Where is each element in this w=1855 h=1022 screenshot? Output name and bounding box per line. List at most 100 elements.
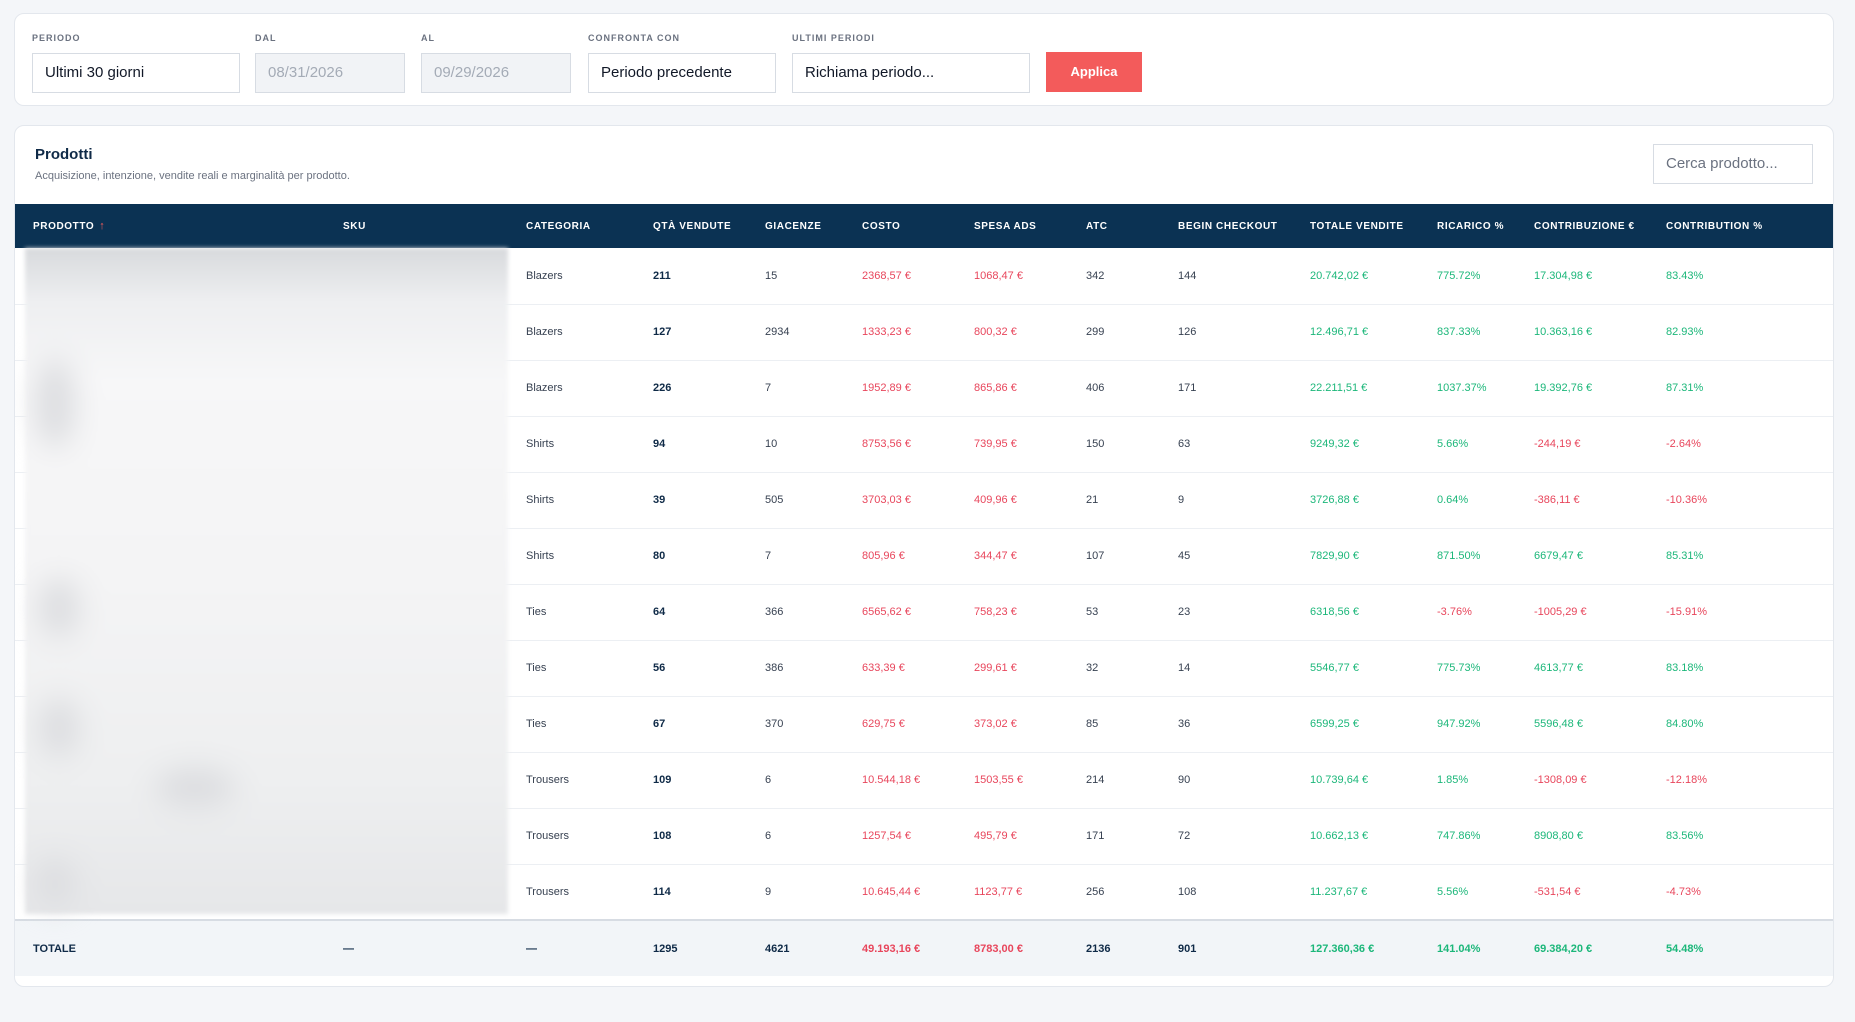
checkout-cell: 171 — [1178, 382, 1197, 394]
column-header-begin-checkout[interactable]: BEGIN CHECKOUT — [1178, 220, 1278, 232]
atc-cell: 214 — [1086, 774, 1105, 786]
column-header-atc[interactable]: ATC — [1086, 220, 1108, 232]
totale-vendite-cell: 22.211,51 € — [1310, 382, 1368, 394]
categoria-cell: Shirts — [526, 550, 555, 562]
contribuzione-cell: -244,19 € — [1534, 438, 1581, 450]
contribution-pct-cell: 87.31% — [1666, 382, 1704, 394]
contribuzione-cell: 17.304,98 € — [1534, 269, 1593, 282]
ultimi-periodi-select[interactable]: Richiama periodo... — [792, 53, 1030, 93]
giacenze-cell: 505 — [765, 494, 784, 506]
arrow-up-icon: ↑ — [99, 220, 106, 232]
atc-cell: 406 — [1086, 382, 1105, 394]
table-row[interactable]: Blazers 127 2934 1333,23 € 800,32 € 299 126 12.… — [15, 304, 1833, 360]
totale-vendite-cell: 10.662,13 € — [1310, 830, 1369, 842]
confronta-group: CONFRONTA CON Periodo precedente — [588, 32, 776, 93]
search-input[interactable]: Cerca prodotto... — [1653, 144, 1813, 184]
giacenze-cell: 370 — [765, 718, 784, 730]
table-row[interactable]: Shirts 80 7 805,96 € 344,47 € 107 45 7829,90 € 8… — [15, 528, 1833, 584]
totale-vendite-cell: 3726,88 € — [1310, 494, 1359, 506]
categoria-cell: Trousers — [526, 885, 569, 898]
giacenze-cell: 9 — [765, 885, 772, 898]
atc-cell: 107 — [1086, 550, 1105, 562]
atc-cell: 150 — [1086, 438, 1105, 450]
table-row[interactable]: Ties 56 386 633,39 € 299,61 € 32 14 5546,77 € 77… — [15, 640, 1833, 696]
giacenze-cell: 2934 — [765, 326, 790, 338]
contribution-pct-cell: 83.56% — [1666, 830, 1704, 842]
ricarico-cell: 5.56% — [1437, 885, 1469, 898]
costo-cell: 805,96 € — [862, 550, 905, 562]
column-header-ricarico[interactable]: RICARICO % — [1437, 220, 1505, 232]
atc-cell: 299 — [1086, 326, 1105, 338]
spesa-ads-cell: 758,23 € — [974, 606, 1017, 618]
table-header-row: PRODOTTO ↑ SKU CATEGORIA QTÀ VENDUTE GIAC… — [15, 204, 1833, 248]
column-header-giacenze[interactable]: GIACENZE — [765, 220, 822, 232]
qta-cell: 80 — [653, 550, 666, 562]
al-group: AL 09/29/2026 — [421, 32, 571, 93]
categoria-cell: Shirts — [526, 438, 555, 450]
costo-cell: 629,75 € — [862, 718, 905, 730]
total-ricarico: 141.04% — [1437, 942, 1481, 955]
column-header-categoria[interactable]: CATEGORIA — [526, 220, 591, 232]
ultimi-group: ULTIMI PERIODI Richiama periodo... — [792, 32, 1030, 93]
column-header-costo[interactable]: COSTO — [862, 220, 901, 232]
table-row[interactable]: Trousers 114 9 10.645,44 € 1123,77 € 256 108 11… — [15, 864, 1833, 920]
total-qta: 1295 — [653, 942, 678, 955]
contribuzione-cell: -386,11 € — [1534, 494, 1580, 506]
totale-vendite-cell: 10.739,64 € — [1310, 774, 1369, 786]
checkout-cell: 144 — [1178, 269, 1197, 282]
confronta-select[interactable]: Periodo precedente — [588, 53, 776, 93]
costo-cell: 6565,62 € — [862, 606, 911, 618]
contribuzione-cell: 19.392,76 € — [1534, 382, 1593, 394]
contribuzione-cell: 4613,77 € — [1534, 662, 1583, 674]
contribuzione-cell: 10.363,16 € — [1534, 326, 1593, 338]
categoria-cell: Blazers — [526, 382, 563, 394]
table-row[interactable]: Shirts 39 505 3703,03 € 409,96 € 21 9 3726,88 €… — [15, 472, 1833, 528]
total-sku: — — [343, 942, 354, 955]
categoria-cell: Blazers — [526, 326, 563, 338]
dal-group: DAL 08/31/2026 — [255, 32, 405, 93]
costo-cell: 633,39 € — [862, 662, 905, 674]
checkout-cell: 14 — [1178, 662, 1191, 674]
contribuzione-cell: 5596,48 € — [1534, 718, 1583, 730]
ricarico-cell: 5.66% — [1437, 438, 1469, 450]
totale-vendite-cell: 12.496,71 € — [1310, 326, 1369, 338]
table-row[interactable]: Shirts 94 10 8753,56 € 739,95 € 150 63 9249,32 … — [15, 416, 1833, 472]
column-header-qta-vendute[interactable]: QTÀ VENDUTE — [653, 220, 732, 232]
costo-cell: 10.544,18 € — [862, 774, 921, 786]
contribuzione-cell: 8908,80 € — [1534, 830, 1583, 842]
column-header-prodotto[interactable]: PRODOTTO ↑ — [33, 220, 106, 232]
spesa-ads-cell: 1068,47 € — [974, 269, 1023, 282]
column-header-contribution-pct[interactable]: CONTRIBUTION % — [1666, 220, 1763, 232]
contribution-pct-cell: -2.64% — [1666, 438, 1701, 450]
apply-button[interactable]: Applica — [1046, 52, 1142, 92]
page-subtitle: Acquisizione, intenzione, vendite reali … — [35, 170, 350, 182]
totale-vendite-cell: 5546,77 € — [1310, 662, 1359, 674]
qta-cell: 211 — [653, 269, 671, 282]
costo-cell: 2368,57 € — [862, 269, 911, 282]
column-header-sku[interactable]: SKU — [343, 220, 366, 232]
table-row[interactable]: Ties 67 370 629,75 € 373,02 € 85 36 6599,25 € 94… — [15, 696, 1833, 752]
total-spesa-ads: 8783,00 € — [974, 942, 1023, 955]
column-header-totale-vendite[interactable]: TOTALE VENDITE — [1310, 220, 1404, 232]
table-row[interactable]: Trousers 109 6 10.544,18 € 1503,55 € 214 90 10.… — [15, 752, 1833, 808]
ricarico-cell: 775.73% — [1437, 662, 1481, 674]
checkout-cell: 23 — [1178, 606, 1191, 618]
contribution-pct-cell: -15.91% — [1666, 606, 1707, 618]
periodo-select[interactable]: Ultimi 30 giorni — [32, 53, 240, 93]
al-date-input: 09/29/2026 — [421, 53, 571, 93]
table-row[interactable]: Blazers 226 7 1952,89 € 865,86 € 406 171 22.211… — [15, 360, 1833, 416]
column-header-contribuzione[interactable]: CONTRIBUZIONE € — [1534, 220, 1635, 232]
qta-cell: 39 — [653, 494, 666, 506]
spesa-ads-cell: 865,86 € — [974, 382, 1017, 394]
categoria-cell: Shirts — [526, 494, 555, 506]
table-row[interactable]: Blazers 211 15 2368,57 € 1068,47 € 342 144 20.7… — [15, 248, 1833, 304]
table-row[interactable]: Trousers 108 6 1257,54 € 495,79 € 171 72 10.662… — [15, 808, 1833, 864]
periodo-group: PERIODO Ultimi 30 giorni — [32, 32, 240, 93]
checkout-cell: 36 — [1178, 718, 1191, 730]
table-row[interactable]: Ties 64 366 6565,62 € 758,23 € 53 23 6318,56 € -… — [15, 584, 1833, 640]
checkout-cell: 126 — [1178, 326, 1197, 338]
blurred-product-area — [25, 248, 508, 914]
column-header-spesa-ads[interactable]: SPESA ADS — [974, 220, 1037, 232]
ricarico-cell: 1037.37% — [1437, 382, 1487, 394]
costo-cell: 3703,03 € — [862, 494, 911, 506]
